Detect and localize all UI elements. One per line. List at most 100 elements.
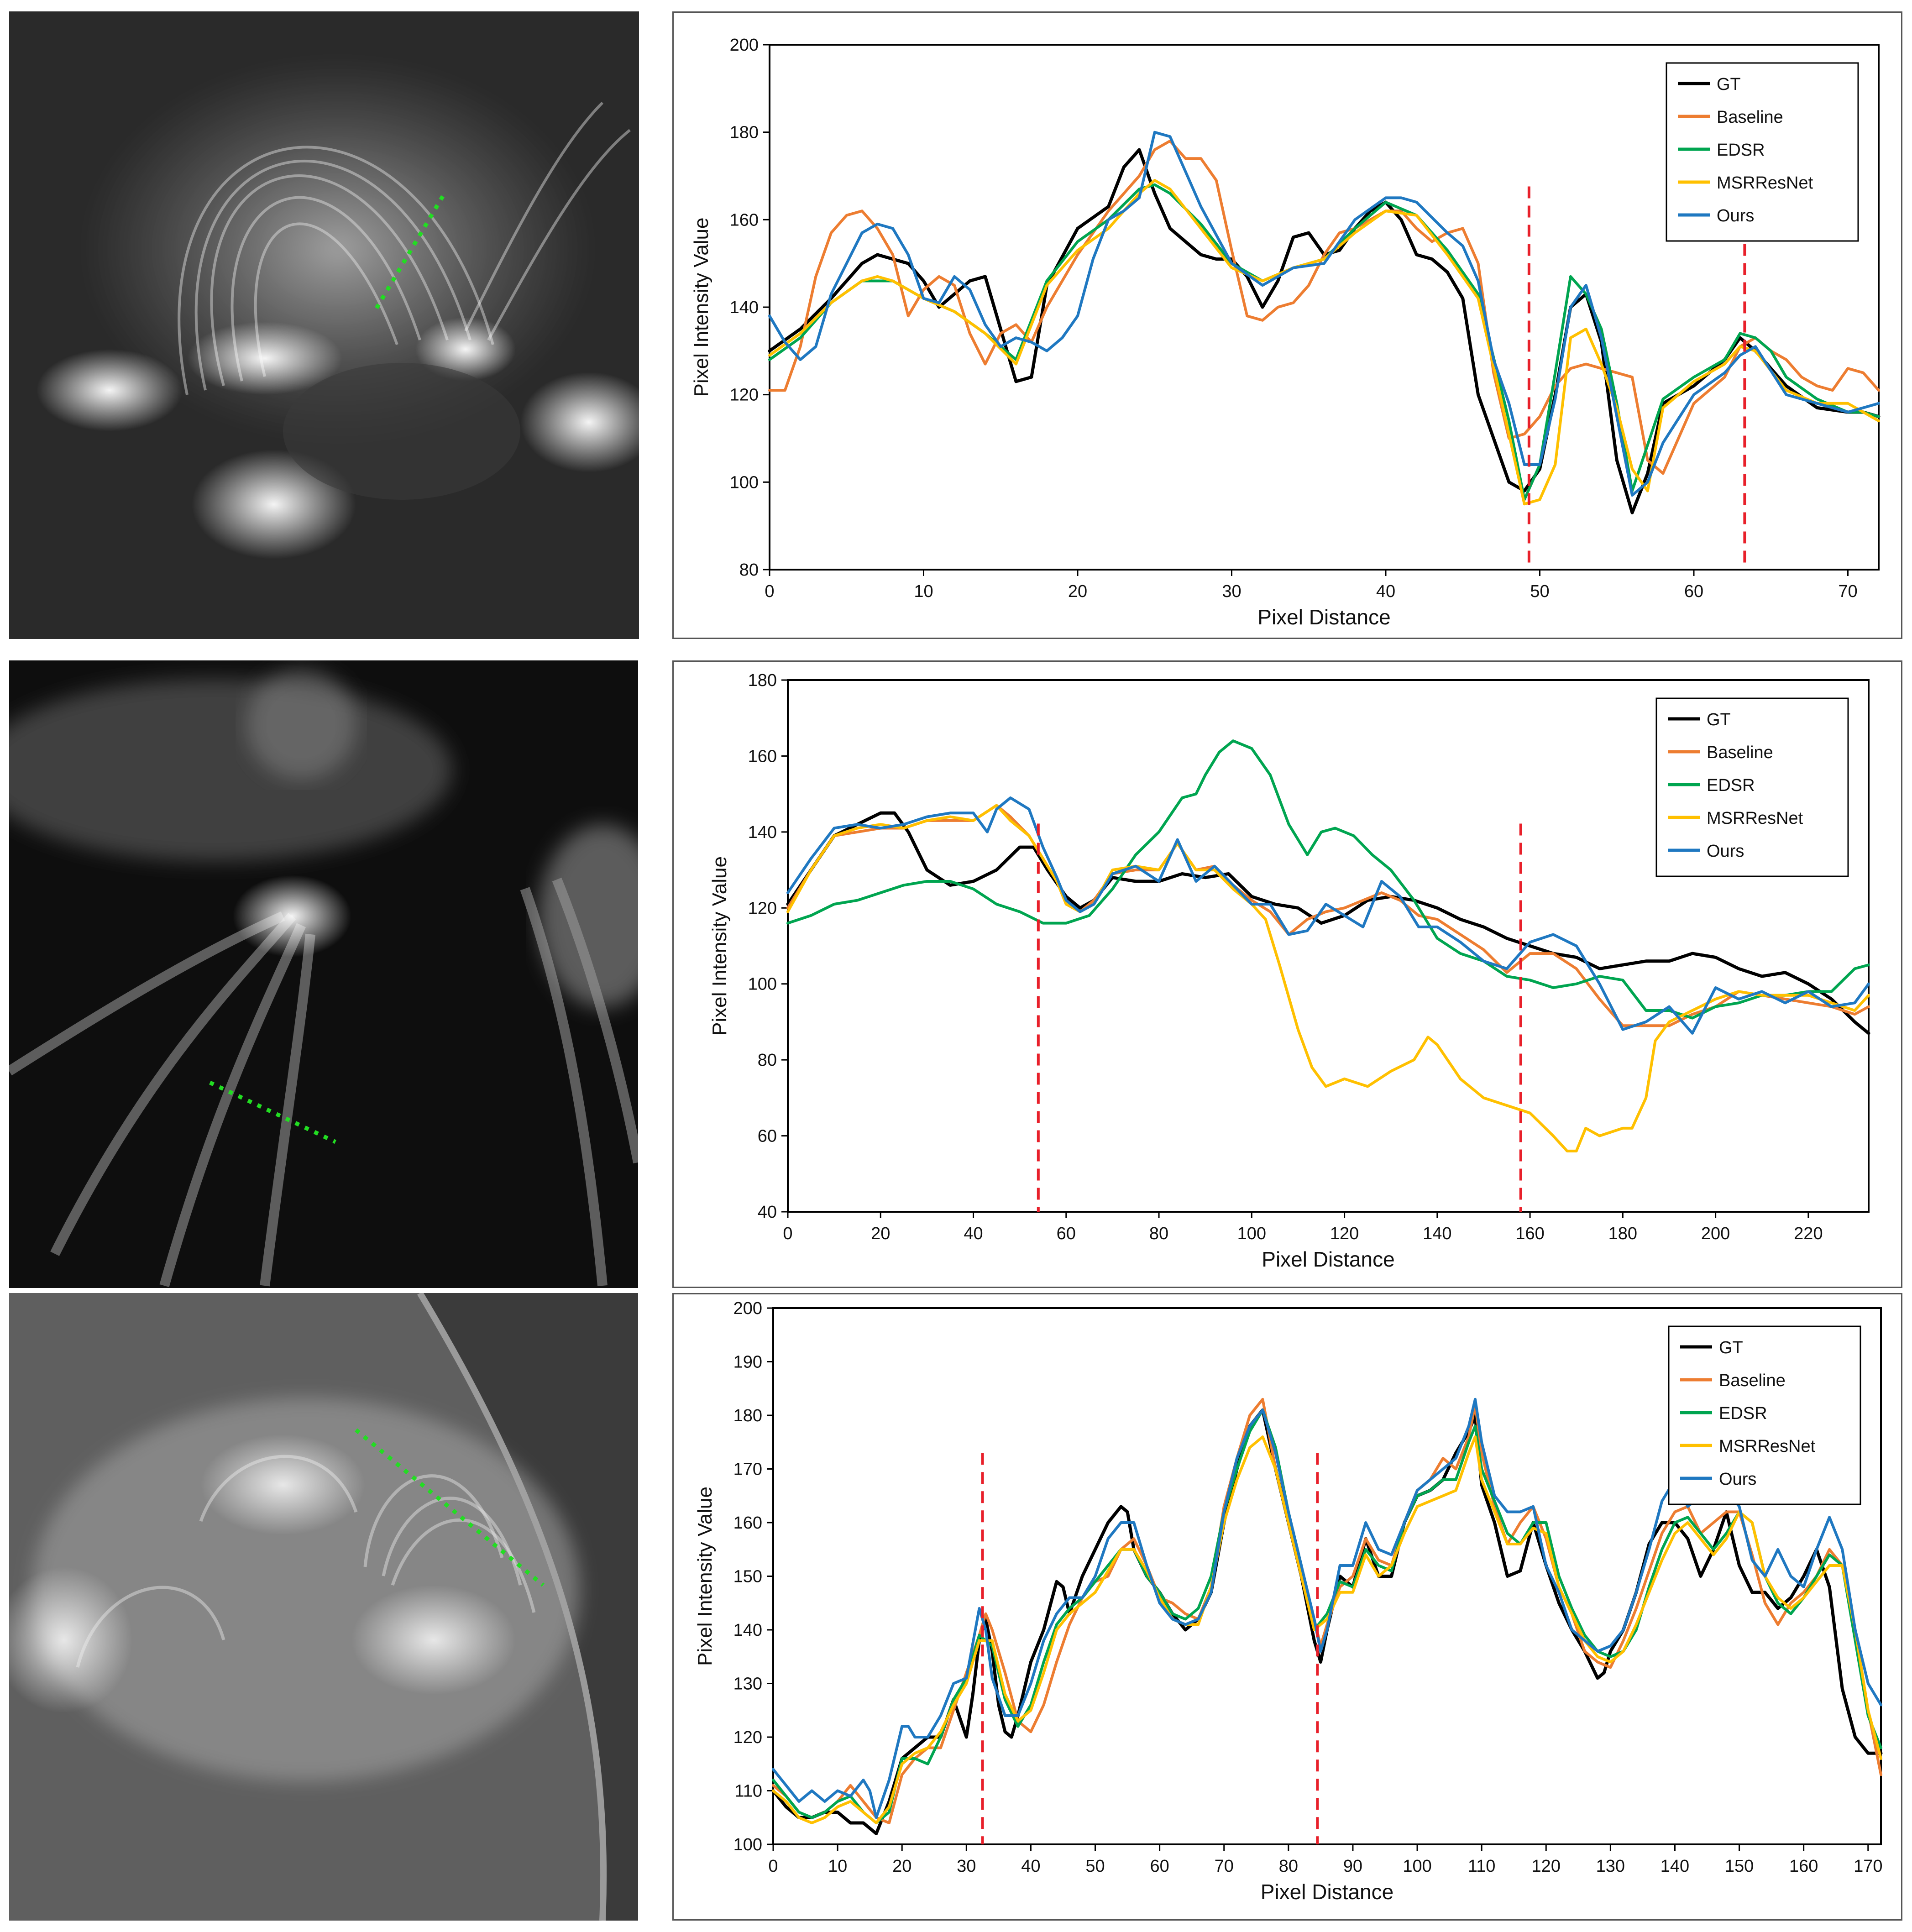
x-tick-label: 10: [914, 582, 933, 601]
y-axis-label: Pixel Intensity Value: [690, 218, 712, 397]
legend-label: MSRResNet: [1707, 809, 1803, 828]
y-tick-label: 180: [733, 1406, 762, 1425]
x-tick-label: 120: [1532, 1857, 1561, 1876]
x-tick-label: 10: [828, 1857, 847, 1876]
y-tick-label: 140: [730, 298, 759, 317]
y-tick-label: 100: [733, 1835, 762, 1854]
legend-label: MSRResNet: [1717, 173, 1813, 193]
y-tick-label: 190: [733, 1353, 762, 1372]
y-tick-label: 200: [733, 1299, 762, 1318]
y-tick-label: 80: [758, 1051, 777, 1070]
x-tick-label: 180: [1608, 1224, 1637, 1243]
x-tick-label: 100: [1403, 1857, 1431, 1876]
y-tick-label: 110: [734, 1782, 762, 1801]
x-tick-label: 160: [1789, 1857, 1818, 1876]
x-tick-label: 200: [1701, 1224, 1730, 1243]
y-tick-label: 40: [758, 1203, 777, 1222]
x-tick-label: 80: [1149, 1224, 1168, 1243]
x-tick-label: 130: [1596, 1857, 1625, 1876]
x-tick-label: 60: [1150, 1857, 1169, 1876]
x-axis-label: Pixel Distance: [1261, 1880, 1393, 1904]
y-tick-label: 120: [730, 386, 759, 405]
solar-image-1: [9, 11, 639, 639]
series-line-msrresnet: [786, 804, 1870, 1152]
x-tick-label: 30: [957, 1857, 976, 1876]
series-line-ours: [786, 796, 1870, 1035]
chart-panel-2: 0 20 40 60 80 100 120 140 160 180 200 220 40 60 80 100 1…: [672, 660, 1902, 1288]
y-tick-label: 120: [733, 1728, 762, 1747]
x-tick-label: 70: [1215, 1857, 1234, 1876]
chart-panel-1: 0 10 20 30 40 50 60 70 80 100 120 140 160 180 200 Pixel…: [672, 11, 1902, 639]
plot-area: [787, 679, 1870, 1213]
legend-label: Ours: [1707, 842, 1744, 861]
x-tick-label: 50: [1085, 1857, 1105, 1876]
profile-line-3: [355, 1428, 545, 1587]
x-tick-label: 20: [1068, 582, 1087, 601]
x-tick-label: 150: [1725, 1857, 1754, 1876]
line-chart-3: 0 10 20 30 40 50 60 70 80 90 100 110 120 130 140 150 160…: [694, 1299, 1883, 1904]
series-line-msrresnet: [768, 179, 1880, 506]
legend-box: [1655, 697, 1849, 877]
y-tick-label: 100: [730, 473, 759, 492]
y-tick-label: 80: [739, 560, 759, 580]
y-tick-label: 120: [748, 899, 777, 918]
legend-label: Ours: [1717, 206, 1754, 225]
profile-line-2: [209, 1080, 336, 1144]
y-tick-label: 180: [748, 671, 777, 690]
legend-label: Baseline: [1719, 1371, 1786, 1390]
profile-line-1: [375, 195, 445, 309]
x-tick-label: 100: [1237, 1224, 1266, 1243]
y-tick-label: 160: [748, 747, 777, 766]
line-chart-1: 0 10 20 30 40 50 60 70 80 100 120 140 160 180 200 Pixel…: [690, 36, 1881, 629]
x-tick-label: 140: [1423, 1224, 1451, 1243]
x-tick-label: 70: [1838, 582, 1857, 601]
series-line-ours: [768, 131, 1880, 497]
x-tick-label: 120: [1330, 1224, 1359, 1243]
legend-label: GT: [1719, 1338, 1743, 1357]
x-axis-label: Pixel Distance: [1262, 1247, 1394, 1271]
legend-label: GT: [1707, 710, 1731, 729]
x-tick-label: 0: [783, 1224, 792, 1243]
x-tick-label: 170: [1854, 1857, 1882, 1876]
x-tick-label: 40: [1021, 1857, 1040, 1876]
legend-label: EDSR: [1707, 776, 1755, 795]
x-tick-label: 110: [1468, 1857, 1496, 1876]
legend-box: [1668, 1325, 1861, 1505]
y-tick-label: 150: [733, 1567, 762, 1586]
x-tick-label: 40: [964, 1224, 983, 1243]
x-tick-label: 20: [892, 1857, 911, 1876]
y-tick-label: 160: [730, 210, 759, 230]
y-tick-label: 170: [733, 1460, 762, 1479]
legend-box: [1666, 62, 1859, 242]
y-tick-label: 140: [748, 823, 777, 842]
series-line-baseline: [768, 139, 1880, 475]
x-tick-label: 80: [1279, 1857, 1298, 1876]
line-chart-2: 0 20 40 60 80 100 120 140 160 180 200 220 40 60 80 100 1…: [708, 671, 1870, 1271]
chart-panel-3: 0 10 20 30 40 50 60 70 80 90 100 110 120 130 140 150 160…: [672, 1293, 1902, 1921]
y-tick-label: 160: [733, 1513, 762, 1533]
legend-label: Baseline: [1717, 108, 1783, 127]
x-tick-label: 60: [1057, 1224, 1076, 1243]
legend-label: EDSR: [1719, 1404, 1767, 1423]
y-tick-label: 100: [748, 975, 777, 994]
x-tick-label: 220: [1794, 1224, 1823, 1243]
y-tick-label: 140: [733, 1621, 762, 1640]
y-tick-label: 130: [733, 1675, 762, 1694]
legend-label: EDSR: [1717, 141, 1765, 160]
x-tick-label: 90: [1343, 1857, 1362, 1876]
legend-label: MSRResNet: [1719, 1437, 1816, 1456]
y-axis-label: Pixel Intensity Value: [694, 1487, 716, 1666]
series-line-msrresnet: [772, 1435, 1882, 1824]
solar-image-3: [9, 1293, 638, 1921]
y-axis-label: Pixel Intensity Value: [708, 856, 731, 1036]
x-tick-label: 160: [1515, 1224, 1544, 1243]
x-tick-label: 0: [768, 1857, 778, 1876]
y-tick-label: 180: [730, 123, 759, 142]
series-line-edsr: [786, 739, 1870, 1020]
y-tick-label: 60: [758, 1127, 777, 1146]
x-tick-label: 50: [1530, 582, 1549, 601]
legend-label: Baseline: [1707, 743, 1773, 762]
x-tick-label: 0: [765, 582, 774, 601]
x-tick-label: 30: [1222, 582, 1241, 601]
solar-image-2: [9, 660, 638, 1288]
